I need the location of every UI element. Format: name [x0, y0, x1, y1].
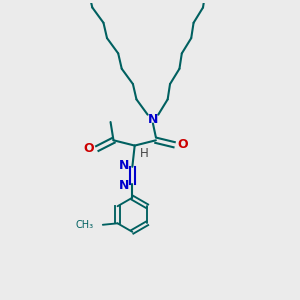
Text: CH₃: CH₃ [75, 220, 93, 230]
Text: N: N [148, 112, 158, 126]
Text: N: N [119, 159, 129, 172]
Text: H: H [140, 147, 148, 160]
Text: N: N [119, 179, 129, 192]
Text: O: O [177, 138, 188, 151]
Text: O: O [84, 142, 94, 155]
